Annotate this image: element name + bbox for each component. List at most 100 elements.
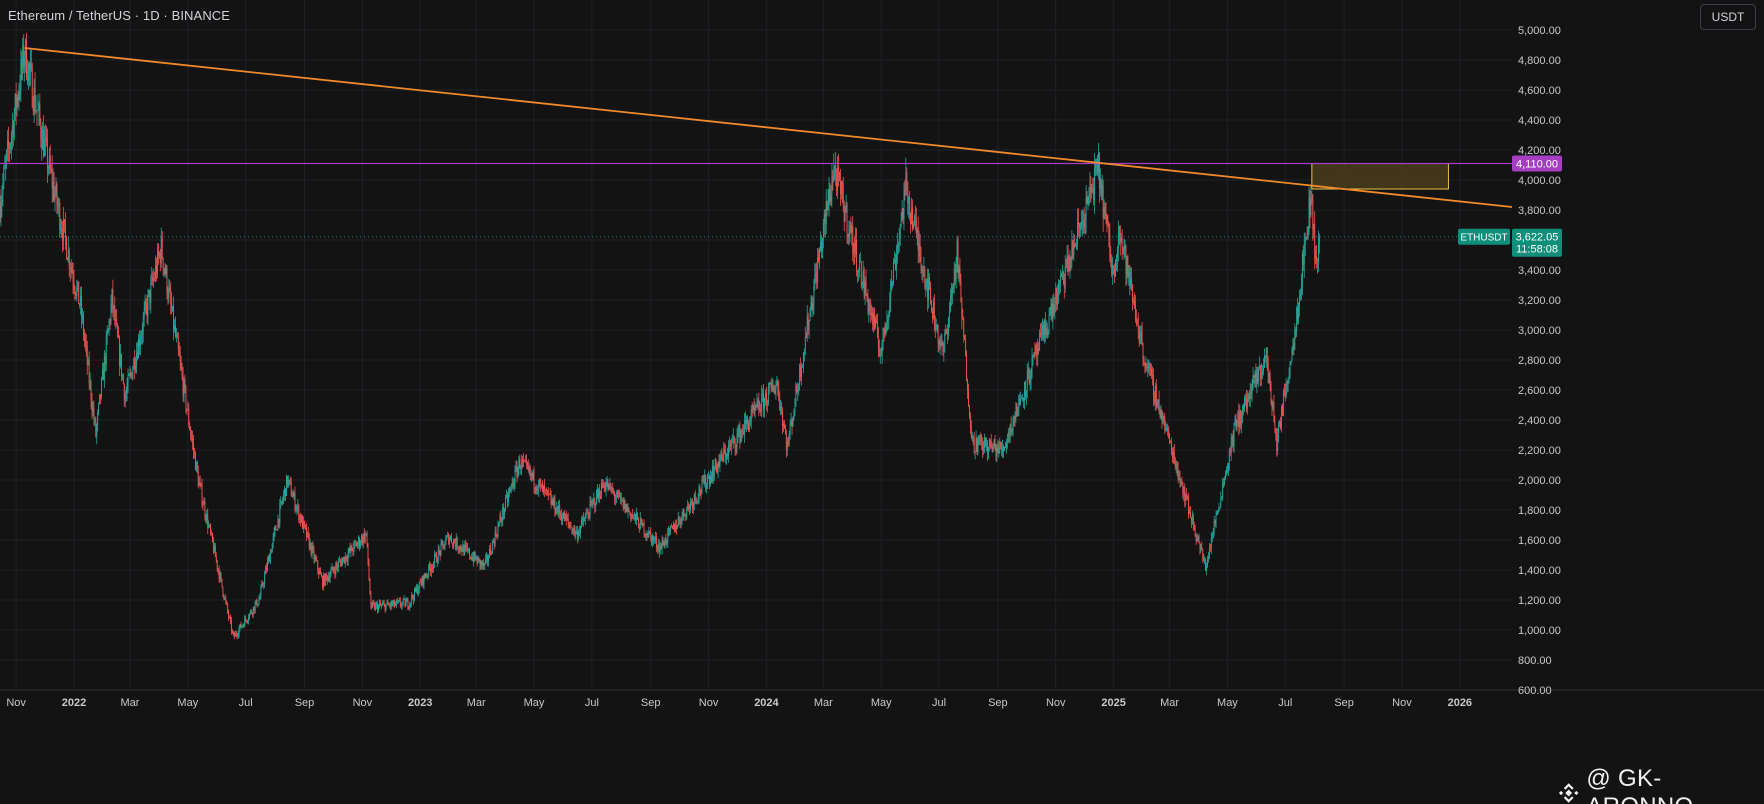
- candle-body: [191, 434, 193, 439]
- candle-body: [82, 315, 83, 318]
- candle-body: [1038, 347, 1040, 351]
- candle-body: [309, 542, 311, 549]
- candle-body: [137, 352, 138, 359]
- candle-body: [482, 561, 484, 566]
- candle-body: [195, 462, 197, 471]
- candle-body: [1098, 152, 1100, 189]
- candle-body: [812, 304, 814, 310]
- candle-body: [927, 278, 929, 300]
- candle-body: [360, 543, 361, 547]
- candle-body: [594, 498, 596, 508]
- candle-body: [747, 418, 748, 424]
- candle-body: [548, 493, 550, 495]
- candle-body: [52, 181, 54, 189]
- candle-body: [262, 583, 264, 586]
- candle-body: [455, 537, 457, 548]
- x-tick-label: Nov: [353, 697, 373, 709]
- candle-body: [1052, 304, 1054, 319]
- candle-body: [407, 599, 409, 608]
- candle-body: [1305, 237, 1307, 239]
- candle-body: [722, 456, 724, 461]
- candle-body: [881, 341, 883, 355]
- candle-body: [1307, 232, 1309, 238]
- candle-body: [490, 553, 492, 555]
- candle-body: [954, 269, 956, 281]
- candle-body: [344, 556, 346, 563]
- candle-body: [803, 349, 805, 354]
- candle-body: [661, 540, 663, 549]
- candle-body: [1280, 421, 1282, 428]
- candle-body: [1109, 235, 1111, 259]
- candle-body: [456, 537, 458, 549]
- candle-body: [1297, 307, 1299, 320]
- candle-body: [85, 343, 87, 347]
- candle-body: [1158, 399, 1160, 414]
- candle-body: [958, 267, 960, 273]
- candle-body: [138, 338, 139, 359]
- candle-body: [945, 329, 947, 334]
- candle-body: [1089, 183, 1091, 194]
- candle-body: [27, 77, 28, 82]
- candle-body: [14, 93, 16, 115]
- watermark: @ GK-ARONNO: [1557, 765, 1764, 804]
- candle-body: [251, 612, 253, 615]
- candle-body: [795, 385, 797, 407]
- candle-body: [1090, 183, 1092, 193]
- candle-body: [600, 482, 602, 498]
- candle-body: [1060, 276, 1061, 283]
- candle-body: [962, 317, 964, 319]
- candle-body: [975, 438, 977, 452]
- candle-body: [525, 460, 526, 462]
- candle-body: [1164, 418, 1166, 431]
- candle-body: [934, 324, 936, 330]
- candle-body: [847, 234, 849, 237]
- candle-body: [778, 387, 780, 401]
- candle-body: [391, 602, 393, 606]
- candle-body: [572, 531, 574, 533]
- candle-body: [163, 268, 165, 270]
- candle-body: [264, 574, 266, 584]
- candle-body: [630, 512, 632, 519]
- candle-body: [322, 576, 323, 588]
- candle-body: [811, 302, 813, 310]
- candle-body: [40, 121, 42, 139]
- candle-body: [766, 403, 768, 405]
- candle-body: [777, 381, 779, 388]
- candle-body: [242, 624, 244, 626]
- candle-body: [1129, 272, 1131, 285]
- candle-body: [693, 494, 695, 504]
- candle-body: [625, 504, 627, 513]
- candle-body: [863, 271, 865, 295]
- candle-body: [194, 453, 196, 471]
- candle-body: [431, 567, 433, 572]
- candle-body: [1134, 304, 1136, 320]
- currency-button[interactable]: USDT: [1700, 4, 1756, 30]
- candle-body: [193, 441, 194, 451]
- candle-body: [161, 236, 163, 258]
- candle-body: [1272, 402, 1274, 408]
- candle-body: [1001, 447, 1003, 453]
- candle-body: [1218, 507, 1220, 510]
- candle-body: [725, 451, 727, 459]
- candle-body: [65, 222, 66, 238]
- candle-body: [698, 487, 700, 498]
- candle-body: [750, 409, 752, 422]
- candle-body: [13, 114, 15, 138]
- candle-body: [1085, 197, 1087, 220]
- candle-body: [1243, 406, 1245, 409]
- y-tick-label: 600.00: [1518, 685, 1552, 697]
- candlestick-series: [0, 32, 1320, 640]
- candle-body: [144, 302, 146, 311]
- candle-body: [493, 541, 495, 545]
- candle-body: [684, 514, 686, 516]
- candle-body: [1301, 253, 1303, 286]
- candle-body: [539, 480, 541, 484]
- candle-body: [558, 505, 560, 513]
- candle-body: [164, 268, 166, 275]
- candle-body: [980, 436, 982, 442]
- candle-body: [764, 397, 765, 410]
- candle-body: [697, 497, 699, 501]
- candle-body: [153, 278, 155, 282]
- candle-body: [476, 557, 478, 564]
